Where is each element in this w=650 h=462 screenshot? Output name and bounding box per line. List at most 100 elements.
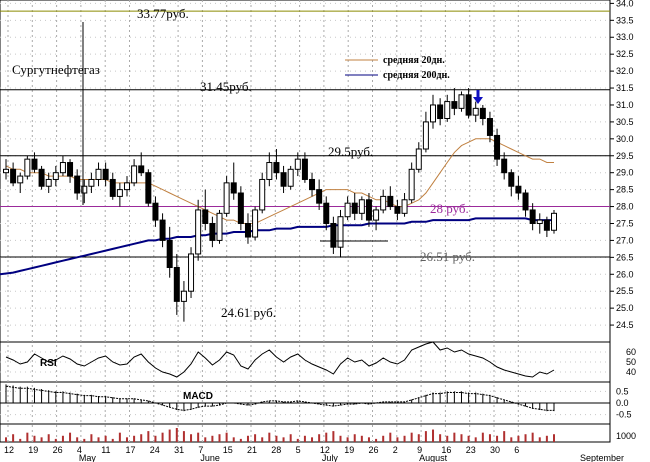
volume-bar bbox=[26, 432, 29, 442]
candle bbox=[88, 172, 95, 194]
candle-body bbox=[74, 175, 81, 194]
candle bbox=[230, 162, 237, 200]
candle-body bbox=[109, 178, 116, 197]
candle bbox=[422, 111, 429, 153]
price-tick-label: 31.0 bbox=[616, 100, 634, 110]
x-tick-label: 5 bbox=[296, 445, 301, 455]
chart-title: Сургутнефтегаз bbox=[12, 62, 100, 77]
candle bbox=[394, 199, 401, 221]
volume-bar bbox=[389, 432, 392, 442]
price-tick-label: 30.5 bbox=[616, 117, 634, 127]
price-tick-label: 33.0 bbox=[616, 32, 634, 42]
volume-bar bbox=[439, 434, 442, 442]
x-tick-label: 30 bbox=[490, 445, 500, 455]
volume-bar bbox=[140, 434, 143, 442]
macd-signal-line bbox=[5, 385, 554, 411]
candle-body bbox=[358, 199, 365, 214]
macd-histogram bbox=[5, 384, 555, 412]
volume-bar bbox=[125, 437, 128, 442]
candle bbox=[95, 162, 102, 187]
x-month-label: May bbox=[79, 453, 97, 462]
x-tick-label: 16 bbox=[441, 445, 451, 455]
candle bbox=[330, 216, 337, 254]
candle bbox=[102, 162, 109, 187]
candle-body bbox=[52, 172, 59, 180]
candle bbox=[216, 209, 223, 244]
price-tick-label: 33.5 bbox=[616, 15, 634, 25]
candle-body bbox=[394, 206, 401, 214]
price-tick-label: 26.5 bbox=[616, 252, 634, 262]
candle-body bbox=[330, 222, 337, 248]
price-tick-label: 24.5 bbox=[616, 320, 634, 330]
volume-bar bbox=[503, 431, 506, 442]
volume-bar bbox=[225, 432, 228, 442]
volume-bar bbox=[154, 435, 157, 442]
volume-bar bbox=[553, 434, 555, 442]
candle-body bbox=[24, 158, 31, 177]
level-label-1: 33.77руб. bbox=[137, 6, 189, 21]
candle bbox=[237, 186, 244, 231]
candle-body bbox=[266, 162, 273, 180]
candle-body bbox=[437, 104, 444, 120]
price-tick-label: 27.5 bbox=[616, 218, 634, 228]
x-tick-label: 4 bbox=[77, 445, 82, 455]
volume-bar bbox=[47, 434, 50, 442]
x-tick-label: 19 bbox=[344, 445, 354, 455]
candle-body bbox=[237, 192, 244, 224]
x-tick-label: 17 bbox=[126, 445, 136, 455]
volume-bar bbox=[147, 431, 150, 442]
candle-body bbox=[543, 219, 550, 231]
price-tick-label: 32.5 bbox=[616, 49, 634, 59]
candle-body bbox=[116, 189, 123, 197]
candle-body bbox=[102, 168, 109, 180]
candle-body bbox=[188, 253, 195, 292]
candle bbox=[159, 213, 166, 248]
volume-bar bbox=[261, 437, 264, 442]
volume-bar bbox=[282, 437, 285, 442]
volume-bar bbox=[54, 438, 57, 442]
price-tick-label: 31.5 bbox=[616, 83, 634, 93]
candle-body bbox=[3, 168, 9, 174]
candle bbox=[365, 193, 372, 227]
candle-body bbox=[223, 182, 230, 214]
candle-body bbox=[145, 172, 152, 204]
candle bbox=[266, 152, 273, 187]
candle bbox=[45, 172, 52, 194]
x-tick-label: 7 bbox=[198, 445, 203, 455]
candle bbox=[536, 213, 543, 234]
volume-bar bbox=[382, 435, 385, 442]
candle-body bbox=[244, 222, 251, 238]
volume-bar bbox=[353, 434, 356, 442]
candle bbox=[437, 98, 444, 126]
volume-bar bbox=[424, 431, 427, 442]
candle-body bbox=[365, 199, 372, 221]
candle-body bbox=[166, 239, 173, 269]
candle bbox=[451, 88, 458, 116]
candle bbox=[252, 206, 259, 241]
volume-bar bbox=[403, 435, 406, 442]
candle bbox=[401, 193, 408, 217]
candle-body bbox=[301, 158, 308, 180]
legend: средняя 20дн. средняя 200дн. bbox=[345, 55, 450, 81]
candle bbox=[415, 142, 422, 173]
candle-body bbox=[95, 168, 102, 180]
candle-body bbox=[123, 182, 130, 191]
rsi-tick-label: 50 bbox=[626, 357, 636, 367]
volume-bar bbox=[118, 432, 121, 442]
macd-tick-label: 0.0 bbox=[616, 398, 629, 408]
candle bbox=[387, 186, 394, 210]
price-tick-label: 34.0 bbox=[616, 0, 634, 8]
candle bbox=[24, 155, 31, 180]
x-tick-label: 26 bbox=[53, 445, 63, 455]
candle bbox=[202, 189, 209, 231]
candle bbox=[273, 148, 280, 180]
candle bbox=[337, 209, 344, 258]
candle-body bbox=[373, 209, 380, 221]
candle bbox=[301, 152, 308, 183]
candle-body bbox=[551, 212, 557, 231]
candle-body bbox=[159, 219, 166, 241]
legend-label-ma20: средняя 20дн. bbox=[383, 55, 445, 66]
candle bbox=[508, 169, 515, 197]
volume-bar bbox=[5, 437, 7, 442]
